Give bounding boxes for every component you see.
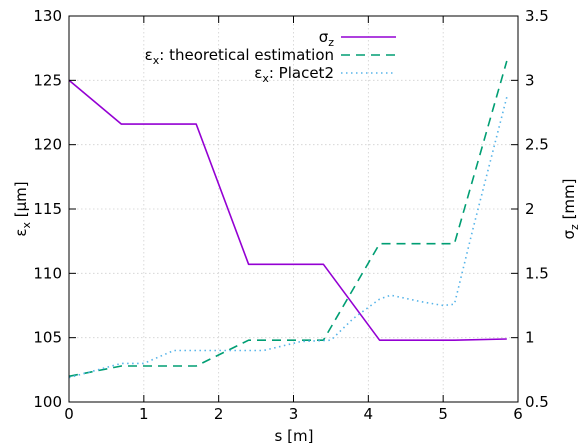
x-tick-label: 4 — [364, 405, 374, 423]
y2-tick-label: 0.5 — [525, 393, 549, 411]
y2-tick-label: 2 — [525, 200, 535, 218]
series-line — [68, 96, 508, 379]
y-axis-label: εx [μm] — [12, 181, 33, 236]
series-line — [68, 79, 507, 342]
legend-label: εx: theoretical estimation — [145, 46, 334, 67]
y2-tick-label: 2.5 — [525, 136, 549, 154]
y2-tick-label: 1 — [525, 329, 535, 347]
legend-label: εx: Placet2 — [254, 64, 334, 85]
x-axis-label: s [m] — [275, 427, 314, 445]
y-tick-label: 105 — [33, 329, 62, 347]
y2-tick-label: 3.5 — [525, 7, 549, 25]
legend-label: σz — [319, 28, 335, 49]
y-tick-label: 125 — [33, 71, 62, 89]
x-tick-label: 1 — [139, 405, 149, 423]
x-tick-label: 3 — [289, 405, 299, 423]
y-tick-label: 110 — [33, 264, 62, 282]
series-layer — [68, 60, 508, 379]
x-tick-label: 0 — [64, 405, 74, 423]
y-tick-label: 115 — [33, 200, 62, 218]
y2-tick-label: 3 — [525, 71, 535, 89]
y-tick-label: 100 — [33, 393, 62, 411]
x-tick-label: 6 — [513, 405, 523, 423]
y2-tick-label: 1.5 — [525, 264, 549, 282]
y-tick-label: 130 — [33, 7, 62, 25]
x-tick-label: 5 — [438, 405, 448, 423]
x-tick-label: 2 — [214, 405, 224, 423]
grid — [69, 16, 518, 402]
ticks: 0 1 2 3 4 5 6 100 105 110 115 120 125 130 0.5 1 1.5 2 2.5 3… — [33, 7, 549, 423]
series-line — [68, 60, 508, 378]
y-tick-label: 120 — [33, 136, 62, 154]
y2-axis-label: σz [mm] — [560, 179, 581, 240]
